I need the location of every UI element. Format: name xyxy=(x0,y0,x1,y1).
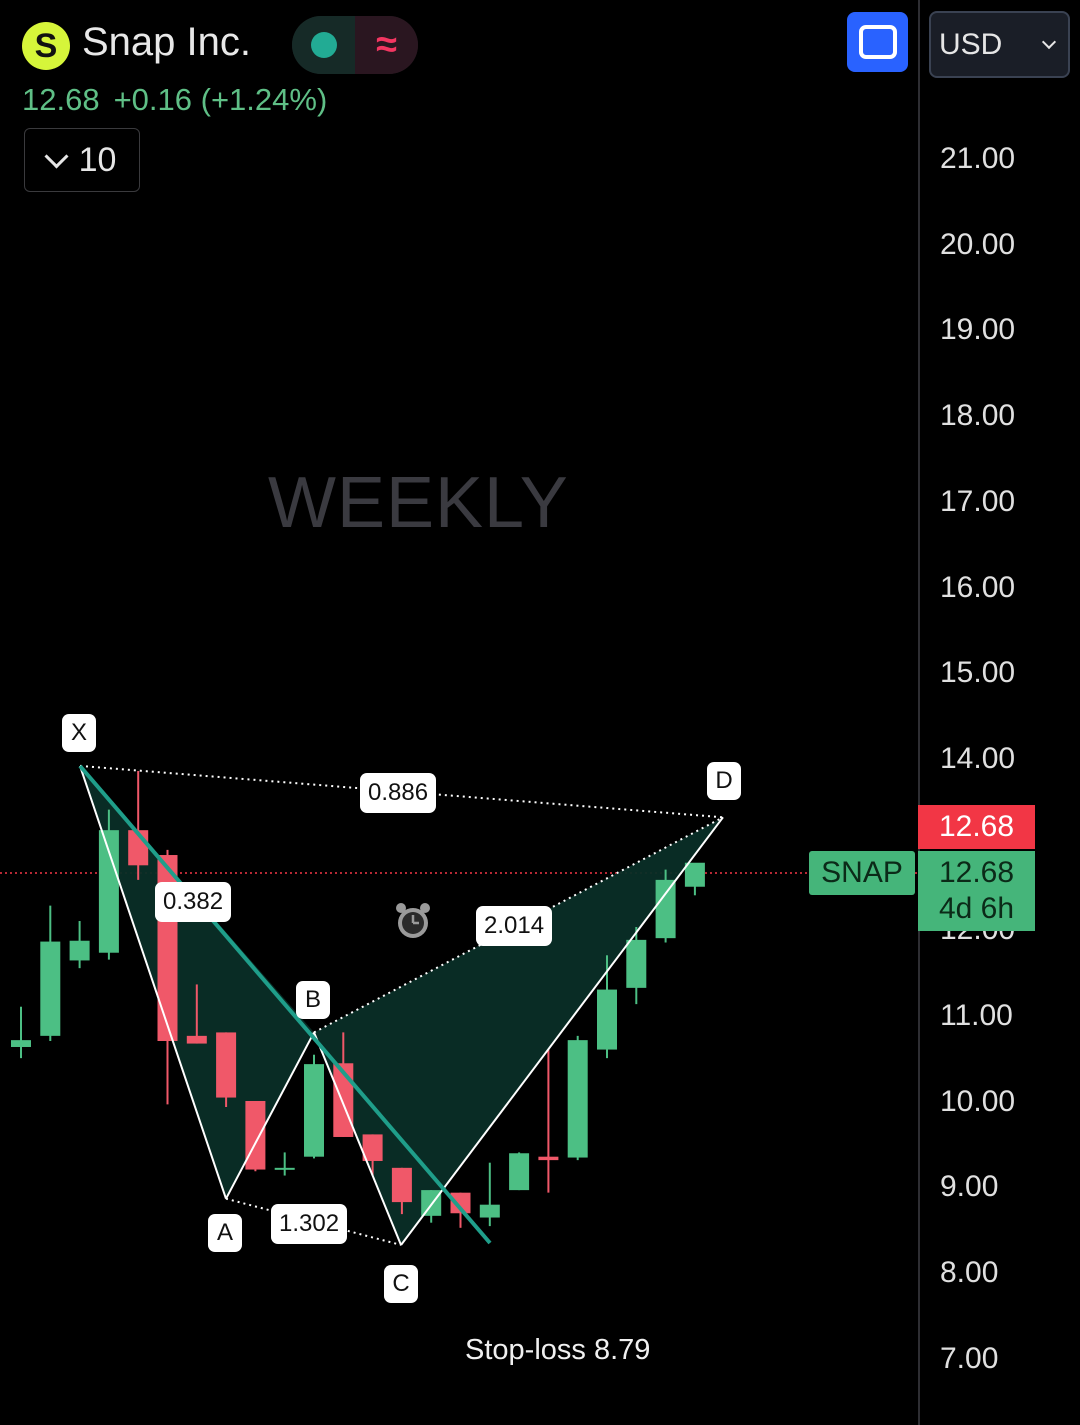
candle-up[interactable] xyxy=(684,862,705,887)
ratio-xb[interactable]: 0.382 xyxy=(155,882,232,922)
pattern-point-d[interactable]: D xyxy=(707,762,741,800)
wave-icon: ≈ xyxy=(376,24,397,66)
candle-up[interactable] xyxy=(509,1153,530,1191)
candle-up[interactable] xyxy=(597,989,617,1050)
symbol-logo-icon: S xyxy=(22,22,70,70)
candle-up[interactable] xyxy=(421,1190,442,1216)
price-axis-tick: 19.00 xyxy=(940,313,1016,347)
ratio-bd[interactable]: 2.014 xyxy=(476,906,553,946)
candle-up[interactable] xyxy=(655,879,676,939)
market-status-pill[interactable]: ≈ xyxy=(292,16,418,74)
price-change: +0.16 (+1.24%) xyxy=(113,82,328,117)
interval-selector[interactable]: 10 xyxy=(24,128,140,192)
candle-down[interactable] xyxy=(538,1156,559,1161)
candle-down[interactable] xyxy=(391,1167,412,1203)
candle-up[interactable] xyxy=(479,1204,500,1218)
price-axis-tick: 16.00 xyxy=(940,570,1016,604)
pattern-point-x[interactable]: X xyxy=(62,714,96,752)
candle-down[interactable] xyxy=(450,1192,471,1214)
alarm-clock-icon[interactable] xyxy=(392,900,434,942)
price-axis-tick: 8.00 xyxy=(940,1256,999,1290)
pattern-point-a[interactable]: A xyxy=(208,1214,242,1252)
candle-down[interactable] xyxy=(186,1035,207,1044)
price-axis-tick: 9.00 xyxy=(940,1170,999,1204)
interval-value: 10 xyxy=(78,140,117,179)
fullscreen-button[interactable] xyxy=(847,12,908,72)
pattern-point-c[interactable]: C xyxy=(384,1265,418,1303)
current-price-tag: 12.68 xyxy=(918,805,1035,849)
currency-selector[interactable]: USD xyxy=(929,11,1070,78)
candle-down[interactable] xyxy=(362,1134,383,1161)
candles-group xyxy=(11,771,705,1228)
price-axis-tick: 15.00 xyxy=(940,656,1016,690)
pattern-leg-bc xyxy=(313,1032,402,1246)
candle-up[interactable] xyxy=(626,939,647,988)
ratio-ac[interactable]: 1.302 xyxy=(271,1204,348,1244)
currency-label: USD xyxy=(939,27,1003,61)
pattern-leg-ab xyxy=(225,1031,315,1200)
chart-watermark: WEEKLY xyxy=(268,463,569,543)
data-indicator: ≈ xyxy=(355,16,418,74)
last-price-tag: 12.68 4d 6h xyxy=(918,851,1035,931)
candle-up[interactable] xyxy=(98,830,119,953)
candle-up[interactable] xyxy=(567,1040,588,1158)
chevron-down-icon xyxy=(1041,34,1057,50)
pattern-fill-bcd xyxy=(314,817,723,1245)
pattern-ratio-line-bd xyxy=(313,816,724,1034)
price-axis-tick: 7.00 xyxy=(940,1341,999,1375)
candle-up[interactable] xyxy=(69,940,90,961)
last-price: 12.68 xyxy=(22,82,100,117)
ratio-xd[interactable]: 0.886 xyxy=(360,773,437,813)
fullscreen-icon xyxy=(858,25,897,59)
trend-line xyxy=(78,764,492,1245)
candle-up[interactable] xyxy=(304,1064,324,1157)
price-axis-tick: 18.00 xyxy=(940,399,1016,433)
last-price-value: 12.68 xyxy=(938,856,1015,889)
pattern-point-b[interactable]: B xyxy=(296,981,330,1019)
price-axis-tick: 17.00 xyxy=(940,484,1016,518)
symbol-name[interactable]: Snap Inc. xyxy=(82,20,252,64)
market-open-indicator xyxy=(292,16,355,74)
price-axis-tick: 10.00 xyxy=(940,1084,1016,1118)
price-axis-tick: 11.00 xyxy=(940,999,1013,1032)
candle-up[interactable] xyxy=(40,941,61,1036)
quote-line: 12.68 +0.16 (+1.24%) xyxy=(22,82,327,118)
price-axis-tick: 14.00 xyxy=(940,741,1016,775)
status-dot-icon xyxy=(310,32,337,58)
chevron-down-icon xyxy=(44,143,69,169)
bar-countdown: 4d 6h xyxy=(938,892,1015,925)
pattern-leg-xa xyxy=(79,765,227,1200)
candle-down[interactable] xyxy=(216,1032,237,1098)
pattern-leg-cd xyxy=(400,816,724,1246)
candle-up[interactable] xyxy=(274,1167,295,1170)
price-axis-tick: 21.00 xyxy=(940,142,1016,175)
candle-down[interactable] xyxy=(245,1100,266,1170)
price-axis-tick: 20.00 xyxy=(940,227,1016,261)
stop-loss-note: Stop-loss 8.79 xyxy=(465,1334,651,1366)
symbol-price-tag: SNAP xyxy=(809,851,915,895)
candle-up[interactable] xyxy=(11,1040,31,1047)
pattern-lines-group xyxy=(79,764,724,1246)
